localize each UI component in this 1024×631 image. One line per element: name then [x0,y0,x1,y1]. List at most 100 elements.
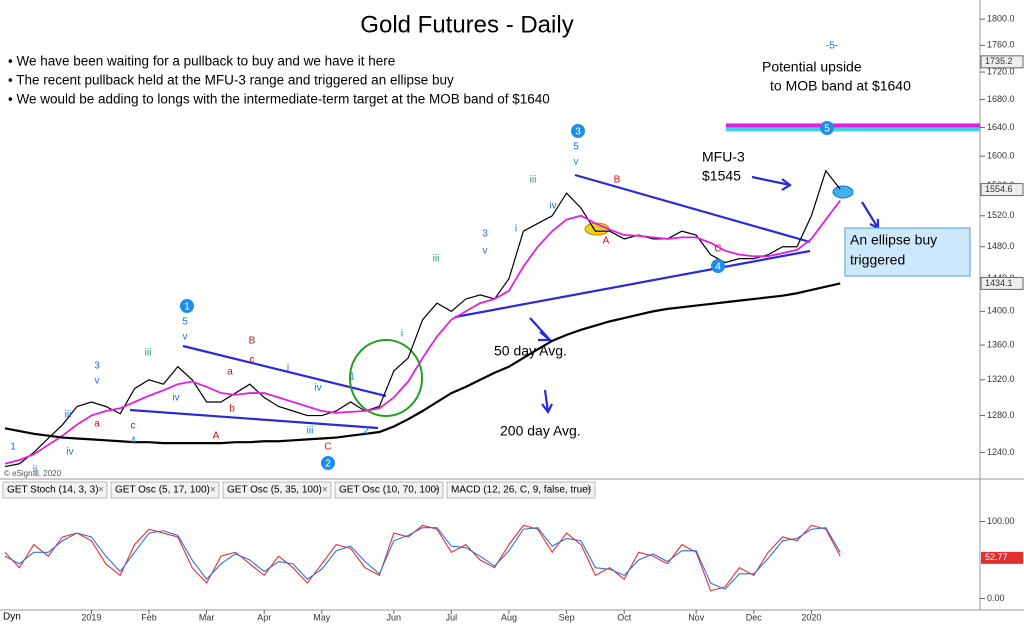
wave-label: iii [65,410,72,421]
tab-close: × [98,485,104,496]
tab-label: MACD (12, 26, C, 9, false, true) [451,485,591,496]
wave-circle [820,121,834,135]
y-tick-label: 1720.0 [987,66,1015,76]
price-tag-label: 1554.6 [985,184,1013,194]
x-tick-label: Apr [257,612,271,622]
wave-label: i [287,363,289,374]
annotation: MFU-3 [702,149,745,165]
series-line [4,282,841,445]
y-tick-label: 100.00 [987,516,1015,526]
wave-label: ii [33,465,37,476]
x-tick-label: Aug [501,612,517,622]
wave-circle [321,456,335,470]
x-tick-label: 2020 [801,612,821,622]
price-tag-label: 1434.1 [985,278,1013,288]
x-tick-label: Jul [446,612,458,622]
tab-label: GET Stoch (14, 3, 3) [7,485,99,496]
y-tick-label: 1600.0 [987,151,1015,161]
copyright: © eSignal, 2020 [4,469,62,478]
wave-label: v [483,246,488,257]
x-tick-label: Feb [141,612,157,622]
mob-band-lower [726,127,980,132]
price-tag-label: 1735.2 [985,56,1013,66]
ellipse-marker [832,185,854,199]
tab-close: × [586,485,592,496]
wave-circle-label: 2 [325,459,331,470]
x-tick-label: May [313,612,331,622]
wave-label: B [614,175,621,186]
wave-label: c [250,355,255,366]
wave-circle-label: 3 [575,127,581,138]
wave-circle [180,299,194,313]
wave-label: iii [307,426,314,437]
tab [2,481,108,499]
y-tick-label: 1640.0 [987,122,1015,132]
y-tick-label: 1360.0 [987,339,1015,349]
price-tag [980,183,1024,197]
wave-label: 5 [182,317,188,328]
oscillator-line [4,524,841,592]
annotation: An ellipse buy [850,232,937,248]
wave-circle-label: 1 [184,302,190,313]
wave-label: iii [145,348,152,359]
x-tick-label: 2019 [81,612,101,622]
annotation: triggered [850,252,905,268]
wave-label: v [95,376,100,387]
oscillator-line [4,527,841,590]
tab-close: × [210,485,216,496]
annotation: 200 day Avg. [500,423,581,439]
last-tag [981,551,1023,564]
annotation: Potential upside [762,59,862,75]
wave-label: 1 [10,442,16,453]
wave-label: C [324,442,331,453]
bullet: • We would be adding to longs with the i… [8,92,550,107]
annotation: to MOB band at $1640 [770,78,911,94]
y-tick-label: 1400.0 [987,306,1015,316]
y-tick-label: 1280.0 [987,410,1015,420]
wave-circle-label: 5 [824,124,830,135]
wave-label: 3 [482,229,488,240]
wave-label: B [249,336,256,347]
series-line [4,169,841,468]
x-tick-label: Sep [559,612,575,622]
annotation: 50 day Avg. [494,343,567,359]
wave-label: v [183,332,188,343]
x-tick-label: Jun [387,612,402,622]
wave-label: 1 [349,372,355,383]
tab-label: GET Osc (5, 35, 100) [227,485,322,496]
wave-label: -5- [826,41,838,52]
tab [446,481,596,499]
tab [334,481,444,499]
bullet: • We have been waiting for a pullback to… [8,54,395,69]
tab-close: × [322,485,328,496]
wave-label: 4 [130,436,136,447]
x-tick-label: Nov [688,612,705,622]
y-tick-label: 1520.0 [987,210,1015,220]
y-tick-label: 1320.0 [987,374,1015,384]
highlight-circle [349,339,423,417]
wave-label: 2 [363,426,369,437]
wave-label: iv [172,393,179,404]
wave-label: a [94,419,100,430]
wave-label: iii [530,175,537,186]
last-tag-label: 52.77 [985,552,1008,562]
x-tick-label: Mar [199,612,215,622]
corner-label: Dyn [3,612,21,623]
mob-band [726,123,980,128]
wave-label: b [229,404,235,415]
y-tick-label: 1680.0 [987,94,1015,104]
tab-label: GET Osc (10, 70, 100) [339,485,439,496]
y-tick-label: 1760.0 [987,40,1015,50]
series-line [4,200,841,465]
wave-label: v [574,157,579,168]
annotation: $1545 [702,168,741,184]
tab [222,481,332,499]
y-tick-label: 1480.0 [987,241,1015,251]
price-tag [980,55,1024,69]
wave-label: 5 [573,142,579,153]
wave-label: i [515,224,517,235]
wave-label: c [131,421,136,432]
wave-label: i [401,329,403,340]
